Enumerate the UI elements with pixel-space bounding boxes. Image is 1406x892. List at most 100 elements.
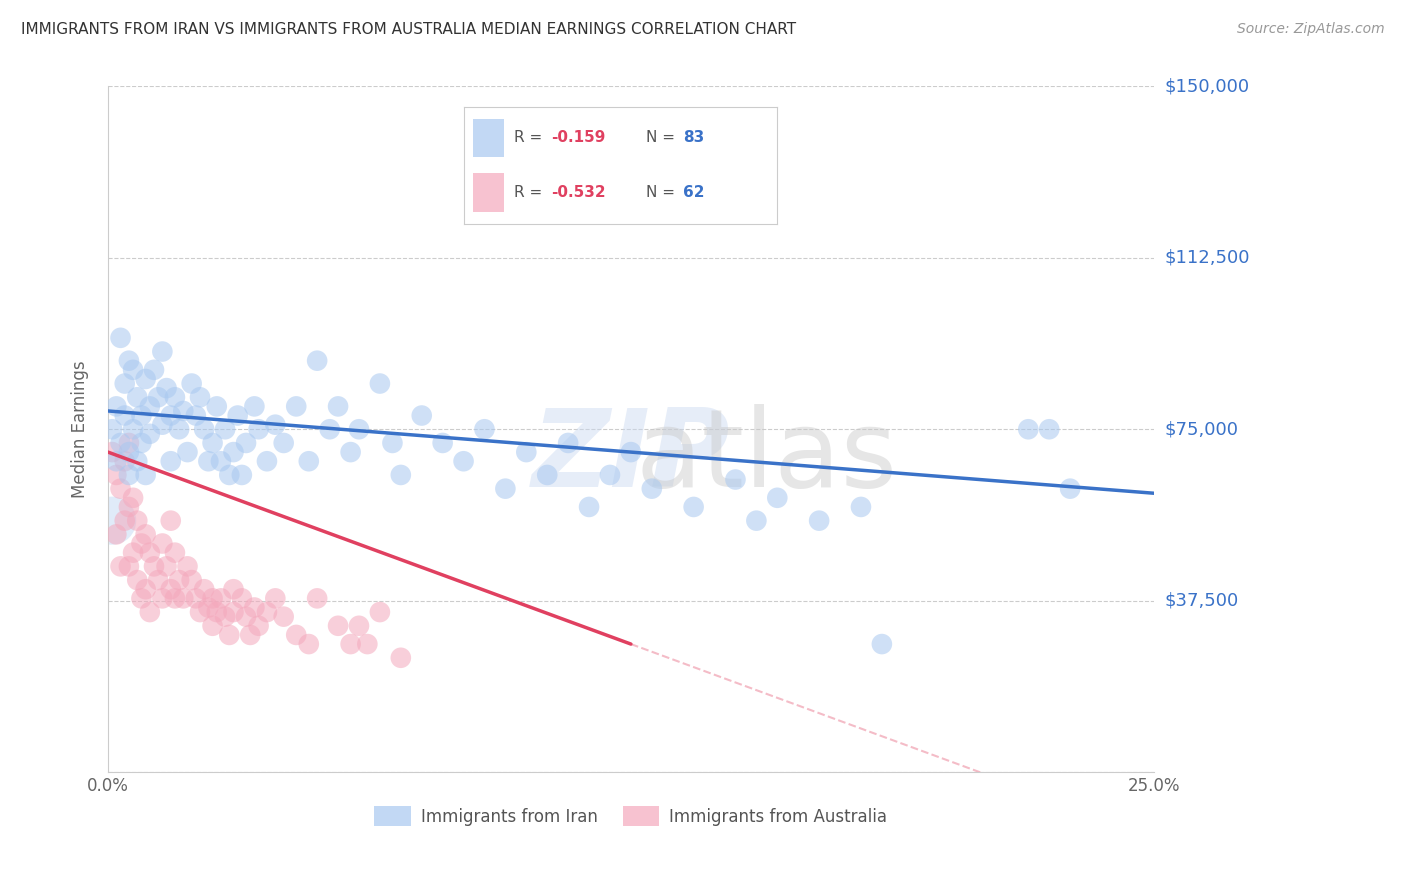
- Point: [163, 591, 186, 606]
- Point: [114, 454, 136, 468]
- Point: [218, 628, 240, 642]
- Point: [298, 454, 321, 468]
- Point: [127, 514, 149, 528]
- Point: [307, 353, 329, 368]
- Point: [184, 591, 207, 606]
- Point: [159, 409, 181, 423]
- Point: [432, 436, 454, 450]
- Point: [159, 514, 181, 528]
- Point: [515, 445, 537, 459]
- Point: [131, 436, 153, 450]
- Point: [167, 573, 190, 587]
- Point: [239, 628, 262, 642]
- Point: [118, 467, 141, 482]
- Point: [184, 409, 207, 423]
- Point: [118, 353, 141, 368]
- Point: [205, 605, 228, 619]
- Text: $75,000: $75,000: [1166, 420, 1239, 438]
- Point: [122, 363, 145, 377]
- Point: [326, 619, 349, 633]
- Point: [105, 527, 128, 541]
- Point: [172, 404, 194, 418]
- Point: [347, 422, 370, 436]
- Point: [197, 600, 219, 615]
- Point: [724, 473, 747, 487]
- Point: [110, 331, 132, 345]
- Text: IMMIGRANTS FROM IRAN VS IMMIGRANTS FROM AUSTRALIA MEDIAN EARNINGS CORRELATION CH: IMMIGRANTS FROM IRAN VS IMMIGRANTS FROM …: [21, 22, 796, 37]
- Text: $37,500: $37,500: [1166, 591, 1239, 609]
- Point: [150, 417, 173, 432]
- Legend: Immigrants from Iran, Immigrants from Australia: Immigrants from Iran, Immigrants from Au…: [367, 800, 894, 832]
- Point: [197, 454, 219, 468]
- Point: [766, 491, 789, 505]
- Point: [264, 417, 287, 432]
- Point: [118, 500, 141, 514]
- Point: [143, 363, 166, 377]
- Point: [118, 436, 141, 450]
- Point: [318, 422, 340, 436]
- Point: [159, 454, 181, 468]
- Point: [453, 454, 475, 468]
- Point: [180, 376, 202, 391]
- Point: [381, 436, 404, 450]
- Point: [256, 605, 278, 619]
- Point: [167, 422, 190, 436]
- Point: [389, 467, 412, 482]
- Point: [110, 559, 132, 574]
- Point: [285, 628, 308, 642]
- Point: [745, 514, 768, 528]
- Point: [127, 454, 149, 468]
- Point: [222, 605, 245, 619]
- Point: [105, 454, 128, 468]
- Text: atlas: atlas: [636, 404, 898, 509]
- Point: [231, 467, 253, 482]
- Point: [209, 454, 232, 468]
- Point: [155, 559, 177, 574]
- Point: [226, 409, 249, 423]
- Point: [139, 426, 162, 441]
- Point: [163, 546, 186, 560]
- Point: [105, 400, 128, 414]
- Point: [620, 445, 643, 459]
- Text: $112,500: $112,500: [1166, 249, 1250, 267]
- Point: [110, 482, 132, 496]
- Point: [339, 637, 361, 651]
- Point: [201, 591, 224, 606]
- Point: [264, 591, 287, 606]
- Point: [298, 637, 321, 651]
- Point: [172, 591, 194, 606]
- Point: [163, 390, 186, 404]
- Point: [222, 445, 245, 459]
- Point: [209, 591, 232, 606]
- Point: [214, 609, 236, 624]
- Point: [205, 400, 228, 414]
- Point: [808, 514, 831, 528]
- Point: [599, 467, 621, 482]
- Point: [150, 344, 173, 359]
- Point: [118, 445, 141, 459]
- Point: [682, 500, 704, 514]
- Point: [135, 372, 157, 386]
- Point: [214, 422, 236, 436]
- Point: [127, 573, 149, 587]
- Point: [201, 436, 224, 450]
- Point: [1017, 422, 1039, 436]
- Y-axis label: Median Earnings: Median Earnings: [72, 360, 89, 498]
- Point: [536, 467, 558, 482]
- Point: [122, 546, 145, 560]
- Point: [356, 637, 378, 651]
- Point: [176, 445, 198, 459]
- Point: [193, 582, 215, 597]
- Point: [180, 573, 202, 587]
- Point: [347, 619, 370, 633]
- Point: [273, 436, 295, 450]
- Point: [273, 609, 295, 624]
- Point: [368, 376, 391, 391]
- Point: [143, 559, 166, 574]
- Point: [201, 619, 224, 633]
- Point: [247, 422, 270, 436]
- Point: [188, 390, 211, 404]
- Point: [135, 582, 157, 597]
- Point: [114, 514, 136, 528]
- Point: [243, 400, 266, 414]
